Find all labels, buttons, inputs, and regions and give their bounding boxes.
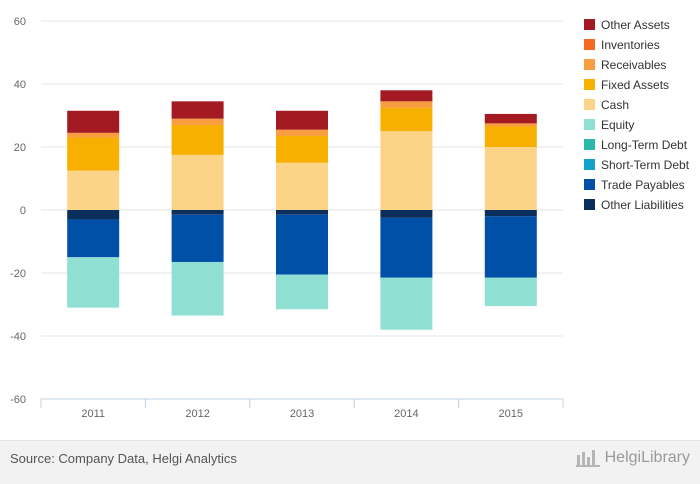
stacked-bar-chart: 2011 2012 2013 2014 2015 -60 -40 -20 0 20 40 60 Ot…: [10, 16, 690, 420]
bar-segment[interactable]: [484, 126, 537, 147]
legend-label[interactable]: Other Liabilities: [601, 198, 684, 212]
legend-label[interactable]: Fixed Assets: [601, 78, 669, 92]
footer: Source: Company Data, Helgi Analytics He…: [0, 440, 700, 484]
bar-segment[interactable]: [380, 90, 433, 102]
legend-label[interactable]: Equity: [601, 118, 634, 132]
y-tick-label: 60: [14, 16, 26, 28]
bar-segment[interactable]: [484, 113, 537, 124]
brand-name: HelgiLibrary: [604, 449, 690, 466]
bar-segment[interactable]: [276, 135, 328, 163]
bar-segment[interactable]: [484, 123, 537, 127]
bar-segment[interactable]: [380, 107, 433, 132]
bar-segment[interactable]: [171, 124, 224, 155]
bar-segment[interactable]: [380, 131, 433, 210]
y-axis: -60 -40 -20 0 20 40 60: [10, 16, 26, 406]
bar-segment[interactable]: [67, 170, 120, 210]
library-logo-icon: [575, 450, 600, 467]
bar-segment[interactable]: [484, 277, 537, 307]
bar-segment[interactable]: [484, 210, 537, 217]
y-tick-label: 20: [14, 142, 26, 154]
y-tick-label: -60: [10, 394, 26, 406]
bar-segment[interactable]: [67, 132, 120, 138]
x-axis: 2011 2012 2013 2014 2015: [40, 398, 564, 420]
x-tick-label: 2015: [499, 408, 523, 420]
legend-label[interactable]: Short-Term Debt: [601, 158, 690, 172]
bar-segment[interactable]: [380, 277, 433, 330]
legend-swatch: [584, 99, 595, 110]
legend-swatch: [584, 79, 595, 90]
bar-segment[interactable]: [67, 219, 120, 258]
bar-segment[interactable]: [276, 129, 328, 136]
y-tick-label: 0: [20, 205, 26, 217]
legend-swatch: [584, 19, 595, 30]
bar-segment[interactable]: [484, 216, 537, 278]
legend-swatch: [584, 119, 595, 130]
legend-label[interactable]: Trade Payables: [601, 178, 685, 192]
source-note: Source: Company Data, Helgi Analytics: [10, 451, 237, 466]
bar-segment[interactable]: [380, 101, 433, 108]
legend-swatch: [584, 59, 595, 70]
bar-segment[interactable]: [484, 147, 537, 210]
y-tick-label: 40: [14, 79, 26, 91]
legend: Other Assets Inventories Receivables Fixed …: [584, 18, 690, 212]
bar-segment[interactable]: [67, 210, 120, 220]
bar-segment[interactable]: [380, 210, 433, 218]
brand: HelgiLibrary: [575, 449, 690, 467]
bar-segment[interactable]: [171, 118, 224, 125]
x-tick-label: 2012: [185, 408, 209, 420]
bar-segment[interactable]: [67, 257, 120, 308]
bar-segment[interactable]: [276, 210, 328, 215]
bar-segment[interactable]: [67, 137, 120, 171]
bar-segment[interactable]: [380, 217, 433, 278]
x-tick-label: 2011: [81, 408, 105, 420]
bar-segment[interactable]: [171, 210, 224, 215]
bar-segment[interactable]: [67, 110, 120, 133]
legend-label[interactable]: Cash: [601, 98, 629, 112]
y-tick-label: -20: [10, 268, 26, 280]
bar-segment[interactable]: [276, 162, 328, 210]
legend-label[interactable]: Other Assets: [601, 18, 670, 32]
legend-swatch: [584, 39, 595, 50]
bar-segment[interactable]: [276, 214, 328, 275]
x-tick-label: 2013: [290, 408, 314, 420]
bar-segment[interactable]: [171, 261, 224, 316]
legend-label[interactable]: Receivables: [601, 58, 666, 72]
bar-segment[interactable]: [276, 110, 328, 130]
legend-swatch: [584, 159, 595, 170]
y-tick-label: -40: [10, 331, 26, 343]
bar-segment[interactable]: [171, 214, 224, 262]
legend-swatch: [584, 199, 595, 210]
bars: [67, 90, 537, 330]
legend-swatch: [584, 179, 595, 190]
x-tick-label: 2014: [394, 408, 418, 420]
bar-segment[interactable]: [276, 274, 328, 310]
bar-segment[interactable]: [171, 101, 224, 119]
legend-swatch: [584, 139, 595, 150]
legend-label[interactable]: Long-Term Debt: [601, 138, 688, 152]
legend-label[interactable]: Inventories: [601, 38, 660, 52]
bar-segment[interactable]: [171, 154, 224, 210]
